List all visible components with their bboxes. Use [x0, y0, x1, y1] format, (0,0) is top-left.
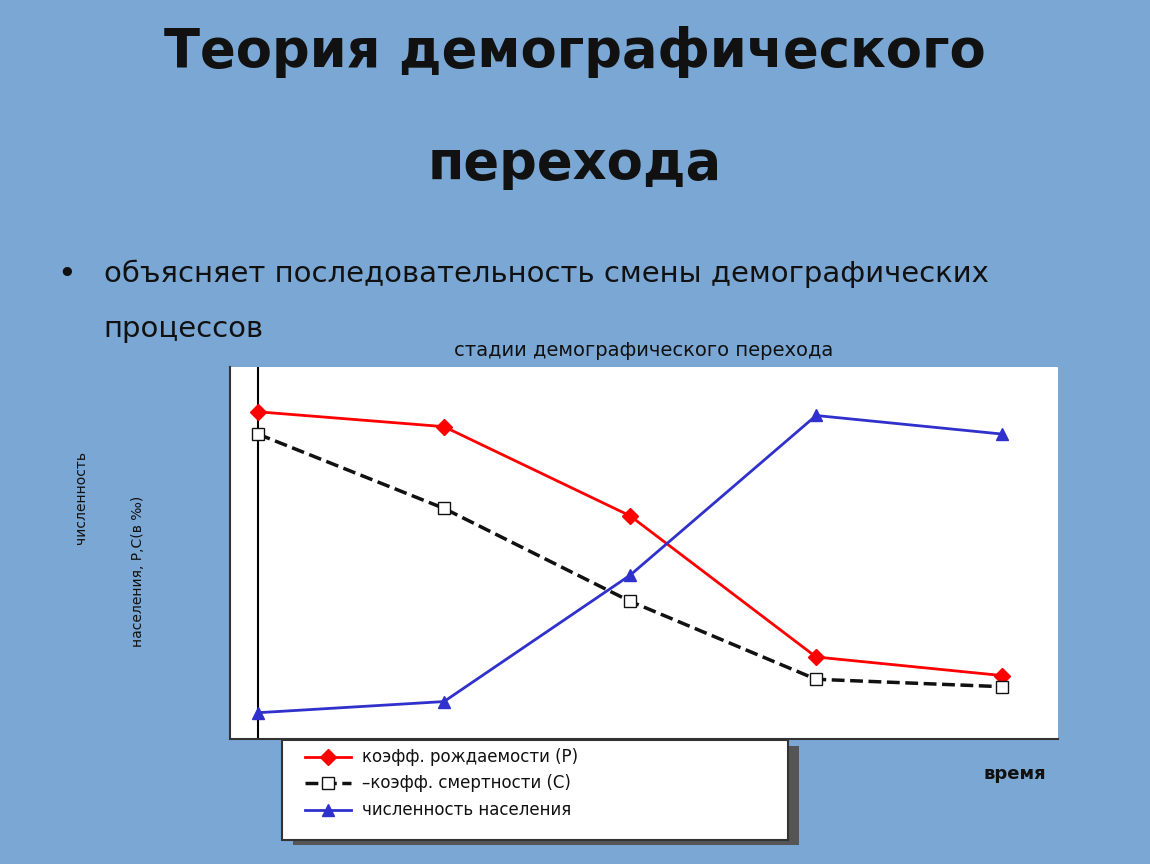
Text: перехода: перехода — [428, 138, 722, 190]
Text: коэфф. рождаемости (Р): коэфф. рождаемости (Р) — [362, 748, 578, 766]
Text: численность: численность — [74, 451, 87, 543]
Text: объясняет последовательность смены демографических: объясняет последовательность смены демог… — [104, 259, 988, 288]
Text: Теория демографического: Теория демографического — [164, 26, 986, 78]
Text: населения, Р,С(в ‰): населения, Р,С(в ‰) — [131, 496, 145, 647]
Text: •: • — [58, 259, 76, 290]
Text: численность населения: численность населения — [362, 802, 572, 819]
Text: время: время — [984, 765, 1046, 783]
Text: –коэфф. смертности (С): –коэфф. смертности (С) — [362, 774, 572, 791]
Title: стадии демографического перехода: стадии демографического перехода — [454, 341, 834, 360]
Text: процессов: процессов — [104, 315, 263, 343]
